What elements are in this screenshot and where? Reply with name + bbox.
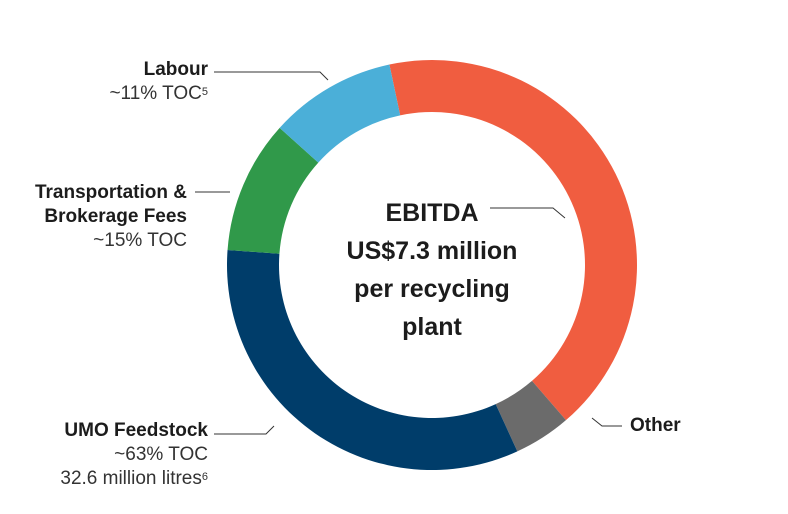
label-umo-sub2: 32.6 million litres: [60, 468, 202, 489]
label-umo: UMO Feedstock ~63% TOC 32.6 million litr…: [60, 419, 208, 491]
leader-line-labour: [214, 71, 329, 81]
label-other-title: Other: [630, 415, 681, 436]
label-transport-title-line1: Transportation &: [34, 182, 187, 203]
center-label-line4: plant: [402, 313, 462, 341]
center-label-line3: per recycling: [354, 275, 510, 303]
center-label-line2: US$7.3 million: [346, 237, 518, 265]
slice-umo-feedstock: [227, 249, 518, 471]
slice-ebitda: [389, 60, 637, 421]
label-transport-sub: ~15% TOC: [93, 230, 187, 251]
center-label-line1: EBITDA: [385, 199, 479, 227]
leader-lines: [195, 71, 622, 435]
leader-line-other: [591, 417, 622, 427]
slice-labour: [279, 64, 401, 163]
donut-slices: [227, 60, 637, 471]
slice-other: [495, 380, 566, 452]
label-transport: Transportation & Brokerage Fees ~15% TOC: [35, 181, 187, 253]
label-labour-sub: ~11% TOC: [109, 83, 202, 104]
label-umo-title: UMO Feedstock: [64, 420, 208, 441]
label-labour-title: Labour: [143, 59, 208, 80]
leader-line-umo: [214, 425, 275, 435]
center-label: EBITDA US$7.3 million per recycling plan…: [312, 194, 552, 346]
leader-line-ebitda: [490, 207, 566, 219]
label-transport-title-line2: Brokerage Fees: [44, 206, 187, 227]
label-labour-footnote: 5: [201, 86, 208, 98]
label-umo-footnote: 6: [201, 471, 208, 483]
slice-transportation-brokerage-fees: [227, 127, 319, 254]
label-other: Other: [630, 414, 681, 438]
label-umo-sub1: ~63% TOC: [114, 444, 208, 465]
label-labour: Labour ~11% TOC5: [109, 58, 208, 106]
